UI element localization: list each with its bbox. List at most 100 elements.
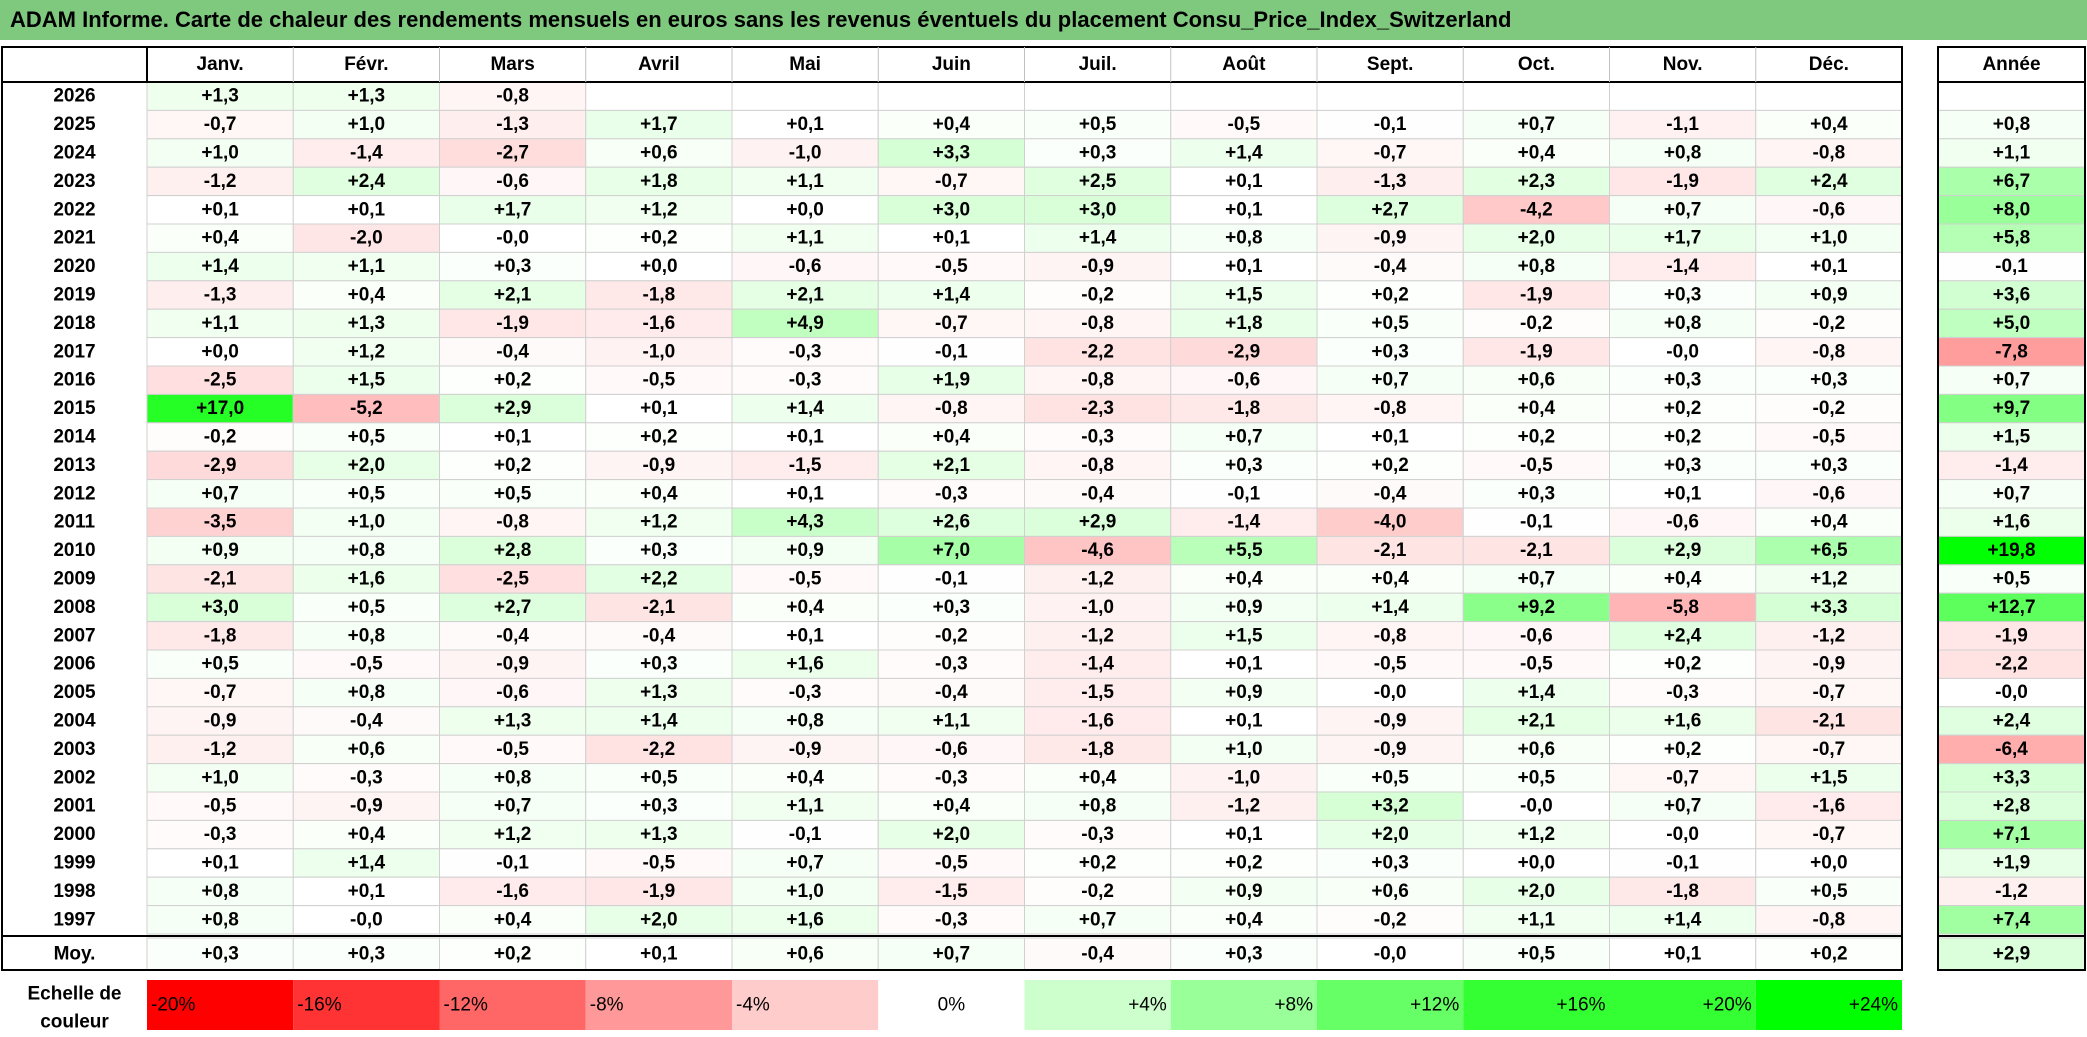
cell-value: +1,1 bbox=[1518, 909, 1556, 930]
cell-value: -1,3 bbox=[204, 285, 237, 306]
heatmap-cell bbox=[877, 81, 1025, 111]
heatmap-cell bbox=[585, 450, 733, 481]
heatmap-cell bbox=[1609, 706, 1757, 736]
heatmap-cell bbox=[1024, 450, 1172, 481]
cell-value: +2,0 bbox=[933, 824, 971, 845]
heatmap-cell bbox=[292, 166, 440, 197]
cell-value: +0,7 bbox=[786, 853, 824, 874]
cell-value: +1,0 bbox=[201, 143, 239, 164]
cell-value: +0,1 bbox=[1225, 824, 1263, 845]
cell-value: +0,0 bbox=[201, 341, 239, 362]
cell-value: +0,4 bbox=[933, 796, 971, 817]
cell-value: -0,8 bbox=[496, 512, 529, 533]
cell-value: +0,0 bbox=[640, 256, 678, 277]
cell-value: -2,2 bbox=[643, 739, 676, 760]
annual-cell bbox=[1937, 166, 2086, 197]
cell-value: +0,3 bbox=[640, 654, 678, 675]
cell-value: +1,2 bbox=[640, 199, 678, 220]
cell-value: +0,7 bbox=[201, 483, 239, 504]
scale-label: -20% bbox=[151, 995, 195, 1016]
heatmap-cell bbox=[1609, 592, 1757, 623]
cell-value: -0,5 bbox=[1374, 654, 1407, 675]
heatmap-cell bbox=[1024, 905, 1172, 935]
scale-swatch bbox=[1463, 980, 1610, 1030]
scale-swatch bbox=[1609, 980, 1756, 1030]
cell-value: -2,1 bbox=[1374, 540, 1407, 561]
heatmap-cell bbox=[1316, 166, 1464, 197]
heatmap-cell bbox=[1462, 422, 1610, 452]
cell-value: -0,3 bbox=[935, 767, 968, 788]
heatmap-cell bbox=[439, 592, 587, 623]
cell-value: +0,2 bbox=[1664, 398, 1702, 419]
heatmap-cell bbox=[877, 365, 1025, 395]
heatmap-cell bbox=[1462, 450, 1610, 481]
cell-value: -0,4 bbox=[1081, 483, 1114, 504]
scale-swatch bbox=[1755, 980, 1902, 1030]
year-label-2019: 2019 bbox=[53, 285, 95, 306]
heatmap-cell bbox=[731, 905, 879, 935]
cell-value: +1,4 bbox=[201, 256, 239, 277]
cell-value: -0,2 bbox=[1374, 909, 1407, 930]
heatmap-cell bbox=[1024, 223, 1172, 253]
cell-value: +1,5 bbox=[1225, 625, 1263, 646]
cell-value: -0,1 bbox=[789, 824, 822, 845]
heatmap-cell bbox=[439, 706, 587, 736]
heatmap-cell bbox=[1462, 791, 1610, 821]
cell-value: +0,5 bbox=[348, 427, 386, 448]
heatmap-cell bbox=[146, 905, 294, 935]
cell-value: +1,1 bbox=[786, 228, 824, 249]
cell-value: -2,9 bbox=[1228, 341, 1261, 362]
heatmap-cell bbox=[1316, 848, 1464, 878]
cell-value: -4,6 bbox=[1081, 540, 1114, 561]
cell-value: +0,5 bbox=[640, 767, 678, 788]
cell-value: +0,2 bbox=[494, 370, 532, 391]
cell-value: +0,2 bbox=[1225, 853, 1263, 874]
heatmap-cell bbox=[1316, 734, 1464, 765]
heatmap-cell bbox=[292, 649, 440, 679]
cell-value: -0,7 bbox=[1813, 824, 1846, 845]
scale-label: -8% bbox=[590, 995, 624, 1016]
scale-label: -12% bbox=[444, 995, 488, 1016]
scale-label: 0% bbox=[938, 995, 966, 1016]
cell-value: +1,0 bbox=[348, 512, 386, 533]
cell-value: +1,4 bbox=[1225, 143, 1263, 164]
heatmap-cell bbox=[731, 848, 879, 878]
cell-value: +1,2 bbox=[1810, 569, 1848, 590]
heatmap-cell bbox=[146, 365, 294, 395]
cell-value: +1,5 bbox=[1810, 767, 1848, 788]
heatmap-cell bbox=[292, 308, 440, 339]
heatmap-cell bbox=[1024, 819, 1172, 850]
heatmap-cell bbox=[877, 166, 1025, 197]
cell-value: -1,4 bbox=[1228, 512, 1261, 533]
cell-value: +1,0 bbox=[1810, 228, 1848, 249]
heatmap-cell bbox=[731, 81, 879, 111]
average-cell bbox=[731, 937, 879, 971]
cell-value: +0,5 bbox=[1518, 767, 1556, 788]
heatmap-cell bbox=[1609, 337, 1757, 367]
cell-value: -1,1 bbox=[1666, 114, 1699, 135]
cell-value: -0,6 bbox=[1520, 625, 1553, 646]
average-cell bbox=[1024, 937, 1172, 971]
heatmap-cell bbox=[146, 876, 294, 907]
average-value: +0,5 bbox=[1518, 944, 1556, 965]
average-value: +0,2 bbox=[494, 944, 532, 965]
cell-value: +0,0 bbox=[1518, 853, 1556, 874]
heatmap-cell bbox=[1316, 195, 1464, 225]
heatmap-cell bbox=[877, 677, 1025, 708]
cell-value: +0,3 bbox=[640, 540, 678, 561]
annual-value: +0,8 bbox=[1993, 114, 2031, 135]
cell-value: -0,8 bbox=[1813, 341, 1846, 362]
heatmap-cell bbox=[1755, 81, 1903, 111]
heatmap-cell bbox=[1755, 763, 1903, 793]
cell-value: -0,5 bbox=[935, 853, 968, 874]
heatmap-cell bbox=[1755, 592, 1903, 623]
cell-value: +0,7 bbox=[1518, 114, 1556, 135]
annual-value: -1,4 bbox=[1995, 455, 2028, 476]
heatmap-cell bbox=[1609, 195, 1757, 225]
cell-value: -0,3 bbox=[789, 370, 822, 391]
heatmap-cell bbox=[1609, 649, 1757, 679]
cell-value: -1,4 bbox=[1666, 256, 1699, 277]
cell-value: +0,6 bbox=[1371, 881, 1409, 902]
cell-value: +2,0 bbox=[640, 909, 678, 930]
cell-value: -2,2 bbox=[1081, 341, 1114, 362]
